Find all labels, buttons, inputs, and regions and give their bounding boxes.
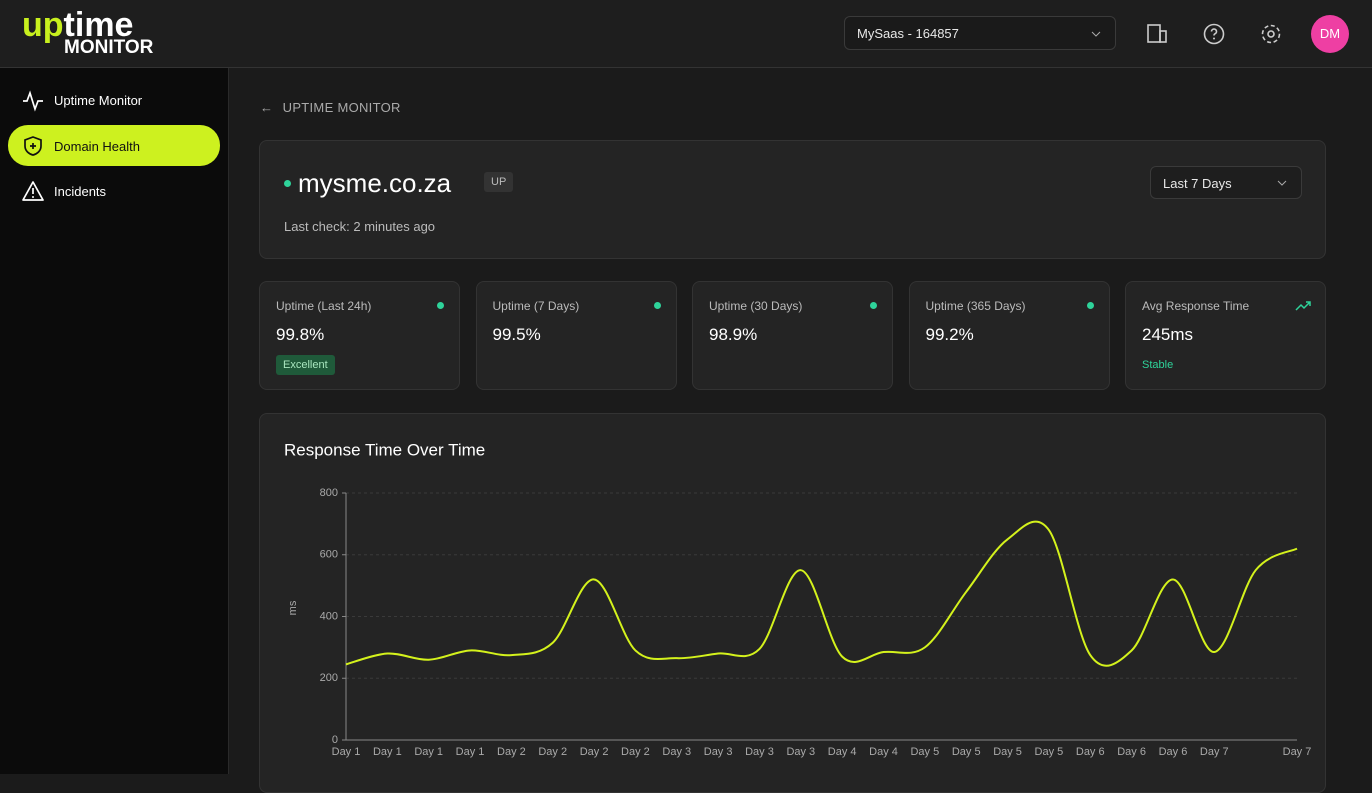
logo[interactable]: uptime MONITOR xyxy=(22,6,153,57)
sidebar: Uptime Monitor Domain Health Incidents xyxy=(0,68,229,774)
x-tick-label: Day 3 xyxy=(704,746,733,758)
y-tick-label: 400 xyxy=(320,610,338,622)
x-tick-label: Day 3 xyxy=(786,746,815,758)
nav-item[interactable]: Incidents xyxy=(8,171,220,211)
status-dot xyxy=(870,302,877,309)
logo-sub: MONITOR xyxy=(64,37,154,58)
stat-value: 99.8% xyxy=(276,325,325,344)
status-dot xyxy=(1086,302,1094,309)
x-tick-label: Day 3 xyxy=(745,746,774,758)
stat-label: Uptime (30 Days) xyxy=(709,299,803,313)
building-icon[interactable] xyxy=(1145,22,1169,46)
stat-note: Stable xyxy=(1142,359,1174,371)
settings-icon[interactable] xyxy=(1259,22,1283,46)
chevron xyxy=(1091,31,1101,37)
breadcrumb-label: UPTIME MONITOR xyxy=(282,100,401,115)
x-tick-label: Day 1 xyxy=(373,746,402,758)
x-tick-label: Day 3 xyxy=(662,746,691,758)
stat-value: 99.5% xyxy=(492,325,541,344)
y-tick-label: 800 xyxy=(320,487,338,499)
x-tick-label: Day 1 xyxy=(332,746,361,758)
x-tick-label: Day 1 xyxy=(414,746,443,758)
domain-name: mysme.co.za xyxy=(298,168,452,198)
nav-label: Domain Health xyxy=(54,139,140,154)
nav-item[interactable]: Uptime Monitor xyxy=(8,80,220,120)
y-axis-label: ms xyxy=(287,600,299,615)
avatar[interactable]: DM xyxy=(1311,15,1349,53)
header: uptime MONITOR MySaas - 164857 DM xyxy=(0,0,1372,68)
stat-card: Uptime (30 Days) 98.9% xyxy=(692,281,893,390)
x-tick-label: Day 6 xyxy=(1159,746,1188,758)
stat-card: Uptime (Last 24h) 99.8% Excellent xyxy=(259,281,460,390)
stat-label: Uptime (365 Days) xyxy=(925,299,1026,313)
x-tick-label: Day 6 xyxy=(1117,746,1146,758)
x-tick-label: Day 5 xyxy=(910,746,939,758)
y-tick-label: 600 xyxy=(320,549,338,561)
shield-icon xyxy=(24,136,42,156)
logo-text: time xyxy=(63,6,134,44)
stat-value: 245ms xyxy=(1142,325,1194,344)
stat-value: 99.2% xyxy=(925,325,974,344)
back-arrow: ← xyxy=(260,100,273,115)
help-icon[interactable] xyxy=(1202,22,1226,46)
nav-item-active[interactable]: Domain Health xyxy=(8,125,220,166)
x-tick-label: Day 5 xyxy=(1035,746,1064,758)
workspace-name: MySaas - 164857 xyxy=(857,26,959,41)
nav-label: Incidents xyxy=(54,184,107,199)
stat-value: 98.9% xyxy=(709,325,758,344)
chart-card: Response Time Over Time ms 0 200 400 600 800… xyxy=(259,413,1326,793)
stat-card: Uptime (7 Days) 99.5% xyxy=(475,281,677,390)
warning-icon xyxy=(22,181,44,201)
x-tick-label: Day 5 xyxy=(952,746,981,758)
y-tick-label: 0 xyxy=(332,734,338,746)
stat-label: Uptime (Last 24h) xyxy=(276,299,372,313)
y-tick-label: 200 xyxy=(320,672,338,684)
x-tick-label: Day 2 xyxy=(621,746,650,758)
logo-accent: up xyxy=(22,6,64,44)
x-tick-label: Day 2 xyxy=(538,746,567,758)
stat-card: Uptime (365 Days) 99.2% xyxy=(908,281,1110,390)
range-label: Last 7 Days xyxy=(1163,176,1232,191)
x-tick-label: Day 4 xyxy=(869,746,898,758)
domain-card: mysme.co.za UP Last check: 2 minutes ago… xyxy=(259,140,1326,259)
activity-icon xyxy=(23,90,43,112)
stat-label: Uptime (7 Days) xyxy=(492,299,580,313)
status-badge: UP xyxy=(484,172,514,192)
trend-icon xyxy=(1295,301,1311,311)
chart-title: Response Time Over Time xyxy=(284,440,485,459)
x-tick-label: Day 2 xyxy=(497,746,526,758)
x-tick-label: Day 6 xyxy=(1076,746,1105,758)
x-tick-label: Day 7 xyxy=(1283,746,1312,758)
trend-path xyxy=(1295,301,1311,311)
response-line xyxy=(345,520,1298,667)
status-dot xyxy=(437,302,444,309)
stat-card: Avg Response Time 245ms Stable xyxy=(1125,281,1326,390)
stat-badge: Excellent xyxy=(276,355,335,375)
status-dot xyxy=(653,302,661,309)
x-tick-label: Day 2 xyxy=(580,746,609,758)
workspace-select[interactable]: MySaas - 164857 xyxy=(844,16,1116,50)
nav-label: Uptime Monitor xyxy=(54,93,143,108)
x-tick-label: Day 4 xyxy=(828,746,857,758)
chart: Response Time Over Time ms 0 200 400 600 800… xyxy=(284,440,1312,758)
x-tick-label: Day 5 xyxy=(993,746,1022,758)
chevron xyxy=(1277,180,1287,186)
status-dot xyxy=(284,180,291,187)
stat-label: Avg Response Time xyxy=(1142,299,1250,313)
x-tick-label: Day 7 xyxy=(1200,746,1229,758)
last-check: Last check: 2 minutes ago xyxy=(284,219,436,234)
x-tick-label: Day 1 xyxy=(456,746,485,758)
breadcrumb[interactable]: ← UPTIME MONITOR xyxy=(260,100,401,115)
range-select[interactable]: Last 7 Days xyxy=(1150,166,1302,199)
